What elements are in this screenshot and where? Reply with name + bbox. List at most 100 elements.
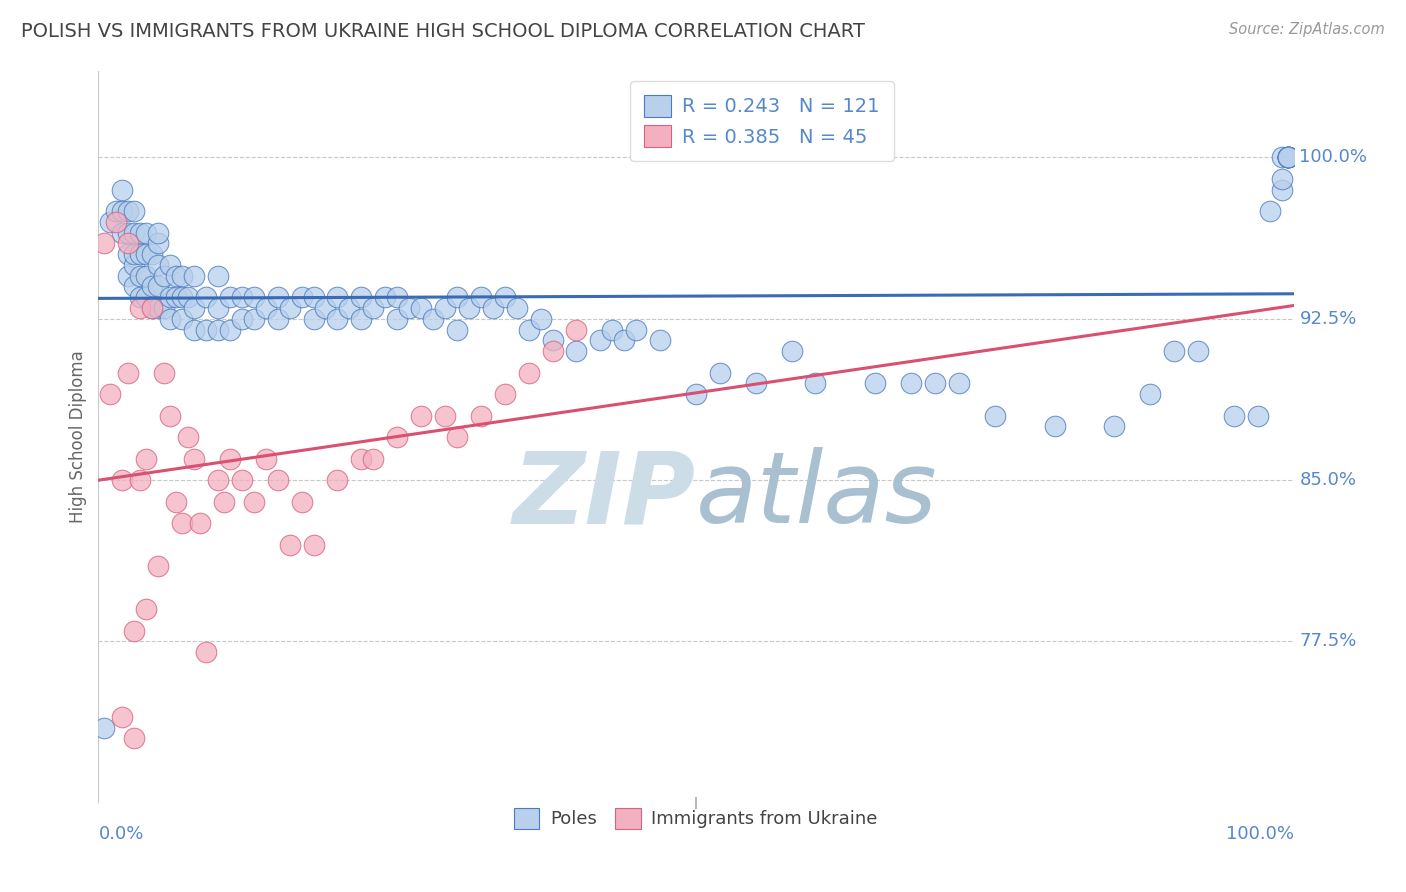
Text: Source: ZipAtlas.com: Source: ZipAtlas.com [1229,22,1385,37]
Point [709,366,731,380]
Point [117,226,139,240]
Point [1271,150,1294,164]
Point [446,322,468,336]
Point [183,268,205,283]
Point [98,387,122,401]
Point [291,290,314,304]
Point [626,322,648,336]
Point [254,301,277,315]
Y-axis label: High School Diploma: High School Diploma [69,351,87,524]
Point [278,301,301,315]
Point [267,311,290,326]
Point [1271,183,1294,197]
Point [207,268,229,283]
Point [111,226,134,240]
Point [172,311,194,326]
Point [148,258,170,272]
Text: 77.5%: 77.5% [1299,632,1357,650]
Point [135,451,157,466]
Point [363,451,385,466]
Point [153,268,176,283]
Point [481,301,505,315]
Point [291,494,314,508]
Point [350,311,373,326]
Point [124,624,146,638]
Point [129,226,152,240]
Point [124,226,146,240]
Point [1163,344,1185,359]
Point [434,301,457,315]
Point [530,311,553,326]
Point [900,376,922,391]
Point [1043,419,1066,434]
Point [315,301,337,315]
Point [141,279,163,293]
Point [124,247,146,261]
Point [243,311,266,326]
Point [602,322,624,336]
Point [243,290,266,304]
Point [165,268,187,283]
Point [385,311,409,326]
Point [385,430,409,444]
Point [350,451,373,466]
Point [506,301,529,315]
Point [470,409,492,423]
Point [195,322,218,336]
Point [745,376,768,391]
Point [148,301,170,315]
Point [219,451,242,466]
Point [458,301,481,315]
Point [219,322,242,336]
Point [1104,419,1126,434]
Point [589,333,612,347]
Point [278,538,301,552]
Point [172,290,194,304]
Point [219,290,242,304]
Point [517,322,540,336]
Point [434,409,457,423]
Point [177,290,200,304]
Point [159,409,181,423]
Point [685,387,707,401]
Point [302,290,325,304]
Point [148,226,170,240]
Point [517,366,540,380]
Point [129,473,152,487]
Point [117,204,139,219]
Point [411,409,433,423]
Point [326,473,349,487]
Point [148,559,170,574]
Point [111,204,134,219]
Point [350,290,373,304]
Point [804,376,827,391]
Point [135,247,157,261]
Point [124,731,146,746]
Text: 85.0%: 85.0% [1299,471,1357,489]
Point [207,473,229,487]
Point [254,451,277,466]
Point [374,290,396,304]
Point [129,301,152,315]
Point [494,290,516,304]
Point [243,494,266,508]
Point [948,376,970,391]
Point [339,301,361,315]
Point [1277,150,1299,164]
Text: 92.5%: 92.5% [1299,310,1357,327]
Point [302,538,325,552]
Point [93,721,115,735]
Point [446,290,468,304]
Point [159,258,181,272]
Point [159,311,181,326]
Point [470,290,492,304]
Point [135,290,157,304]
Point [1277,150,1299,164]
Point [124,258,146,272]
Point [135,602,157,616]
Point [1187,344,1209,359]
Point [1258,204,1281,219]
Point [411,301,433,315]
Point [363,301,385,315]
Point [565,344,588,359]
